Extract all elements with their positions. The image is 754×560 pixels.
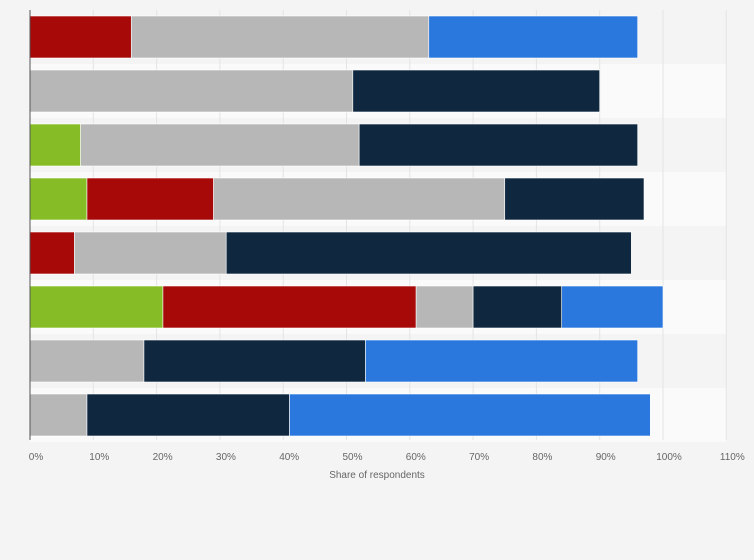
- bar-segment-gray: [415, 285, 474, 329]
- bar-segment-green: [29, 177, 88, 221]
- x-tick-label: 0%: [29, 452, 44, 463]
- x-tick-labels: 0% 10% 20% 30% 40% 50% 60% 70% 80% 90% 100% 110%: [29, 452, 745, 463]
- bar-segment-green: [29, 285, 164, 329]
- bar-segment-red: [29, 231, 75, 275]
- bar-segment-gray: [29, 69, 354, 113]
- x-tick-label: 30%: [216, 452, 236, 463]
- bar-segment-gray: [29, 393, 88, 437]
- bar-segment-gray: [80, 123, 360, 167]
- bar-segment-red: [162, 285, 417, 329]
- bar-segment-navy: [352, 69, 600, 113]
- bar-segment-red: [29, 15, 132, 59]
- x-tick-label: 100%: [656, 452, 682, 463]
- x-tick-label: 90%: [596, 452, 616, 463]
- bar-segment-blue: [289, 393, 651, 437]
- bar-segment-gray: [29, 339, 145, 383]
- bar-segment-navy: [504, 177, 645, 221]
- bar-segment-blue: [428, 15, 638, 59]
- bar-segment-blue: [365, 339, 638, 383]
- bar-segment-navy: [472, 285, 563, 329]
- x-tick-label: 110%: [720, 452, 745, 463]
- bar-segment-navy: [86, 393, 290, 437]
- x-tick-label: 40%: [279, 452, 299, 463]
- x-tick-label: 80%: [532, 452, 552, 463]
- bar-segment-navy: [358, 123, 638, 167]
- x-tick-label: 20%: [153, 452, 173, 463]
- bar-segment-gray: [74, 231, 227, 275]
- x-axis-title: Share of respondents: [329, 470, 425, 481]
- x-tick-label: 60%: [406, 452, 426, 463]
- bar-segment-green: [29, 123, 81, 167]
- x-tick-label: 50%: [342, 452, 362, 463]
- bar-segment-navy: [225, 231, 632, 275]
- bar-segment-navy: [143, 339, 366, 383]
- bar-segment-gray: [130, 15, 430, 59]
- x-tick-label: 10%: [89, 452, 109, 463]
- bar-segment-gray: [213, 177, 506, 221]
- bar-segment-red: [86, 177, 214, 221]
- x-tick-label: 70%: [469, 452, 489, 463]
- bar-segment-blue: [561, 285, 664, 329]
